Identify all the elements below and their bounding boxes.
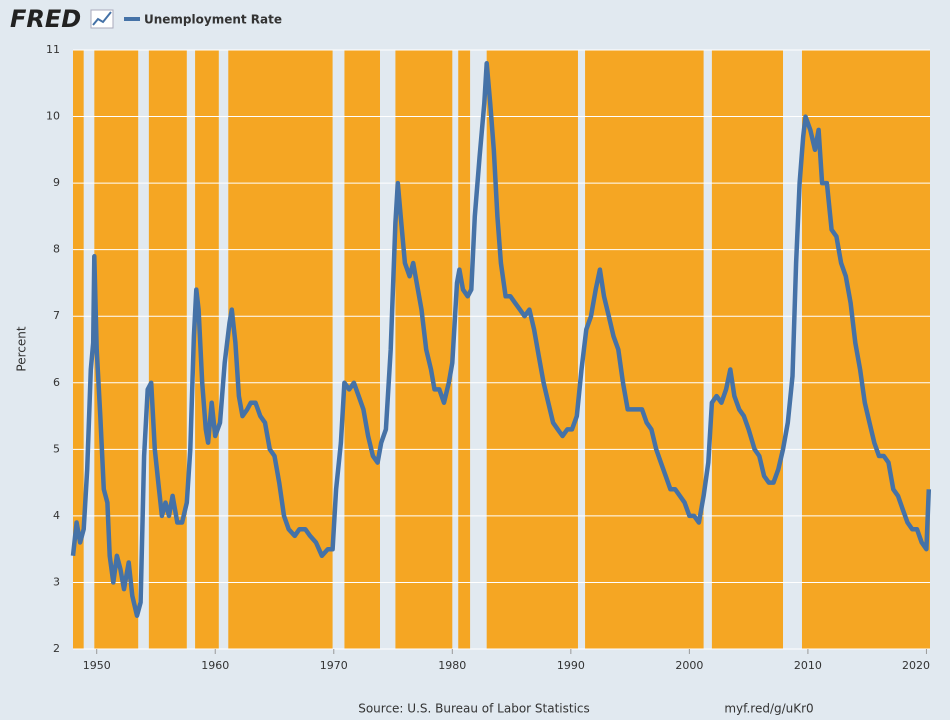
x-tick-label: 1990 (557, 659, 585, 672)
x-tick-label: 1980 (438, 659, 466, 672)
y-tick-label: 11 (46, 43, 60, 56)
x-tick-label: 2000 (675, 659, 703, 672)
x-tick-label: 1960 (201, 659, 229, 672)
y-tick-label: 7 (53, 309, 60, 322)
x-tick-label: 2010 (794, 659, 822, 672)
shaded-band (344, 50, 381, 649)
data-line (70, 61, 932, 618)
shaded-band (458, 50, 471, 649)
shaded-band (148, 50, 187, 649)
shaded-band (585, 50, 704, 649)
logo-icon (90, 9, 114, 29)
y-tick-label: 2 (53, 642, 60, 655)
shaded-band (711, 50, 784, 649)
x-tick-label: 2020 (902, 659, 930, 672)
link: myf.red/g/uKr0 (724, 702, 813, 716)
y-tick-label: 4 (53, 509, 60, 522)
source: Source: U.S. Bureau of Labor Statistics (358, 702, 590, 716)
y-tick-label: 3 (53, 575, 60, 588)
x-tick-label: 1970 (320, 659, 348, 672)
y-tick-label: 5 (53, 442, 60, 455)
shaded-band (94, 50, 139, 649)
shaded-band (195, 50, 219, 649)
x-tick-label: 1950 (83, 659, 111, 672)
shaded-band (73, 50, 84, 649)
y-axis-label: Percent (15, 326, 29, 371)
y-tick-label: 10 (46, 110, 60, 123)
logo: FRED (10, 5, 81, 33)
shaded-band (228, 50, 333, 649)
y-tick-label: 8 (53, 243, 60, 256)
y-tick-label: 9 (53, 176, 60, 189)
shaded-band (801, 50, 930, 649)
y-tick-label: 6 (53, 376, 60, 389)
shaded-band (395, 50, 453, 649)
legend-label: Unemployment Rate (144, 13, 282, 27)
shaded-band (486, 50, 578, 649)
